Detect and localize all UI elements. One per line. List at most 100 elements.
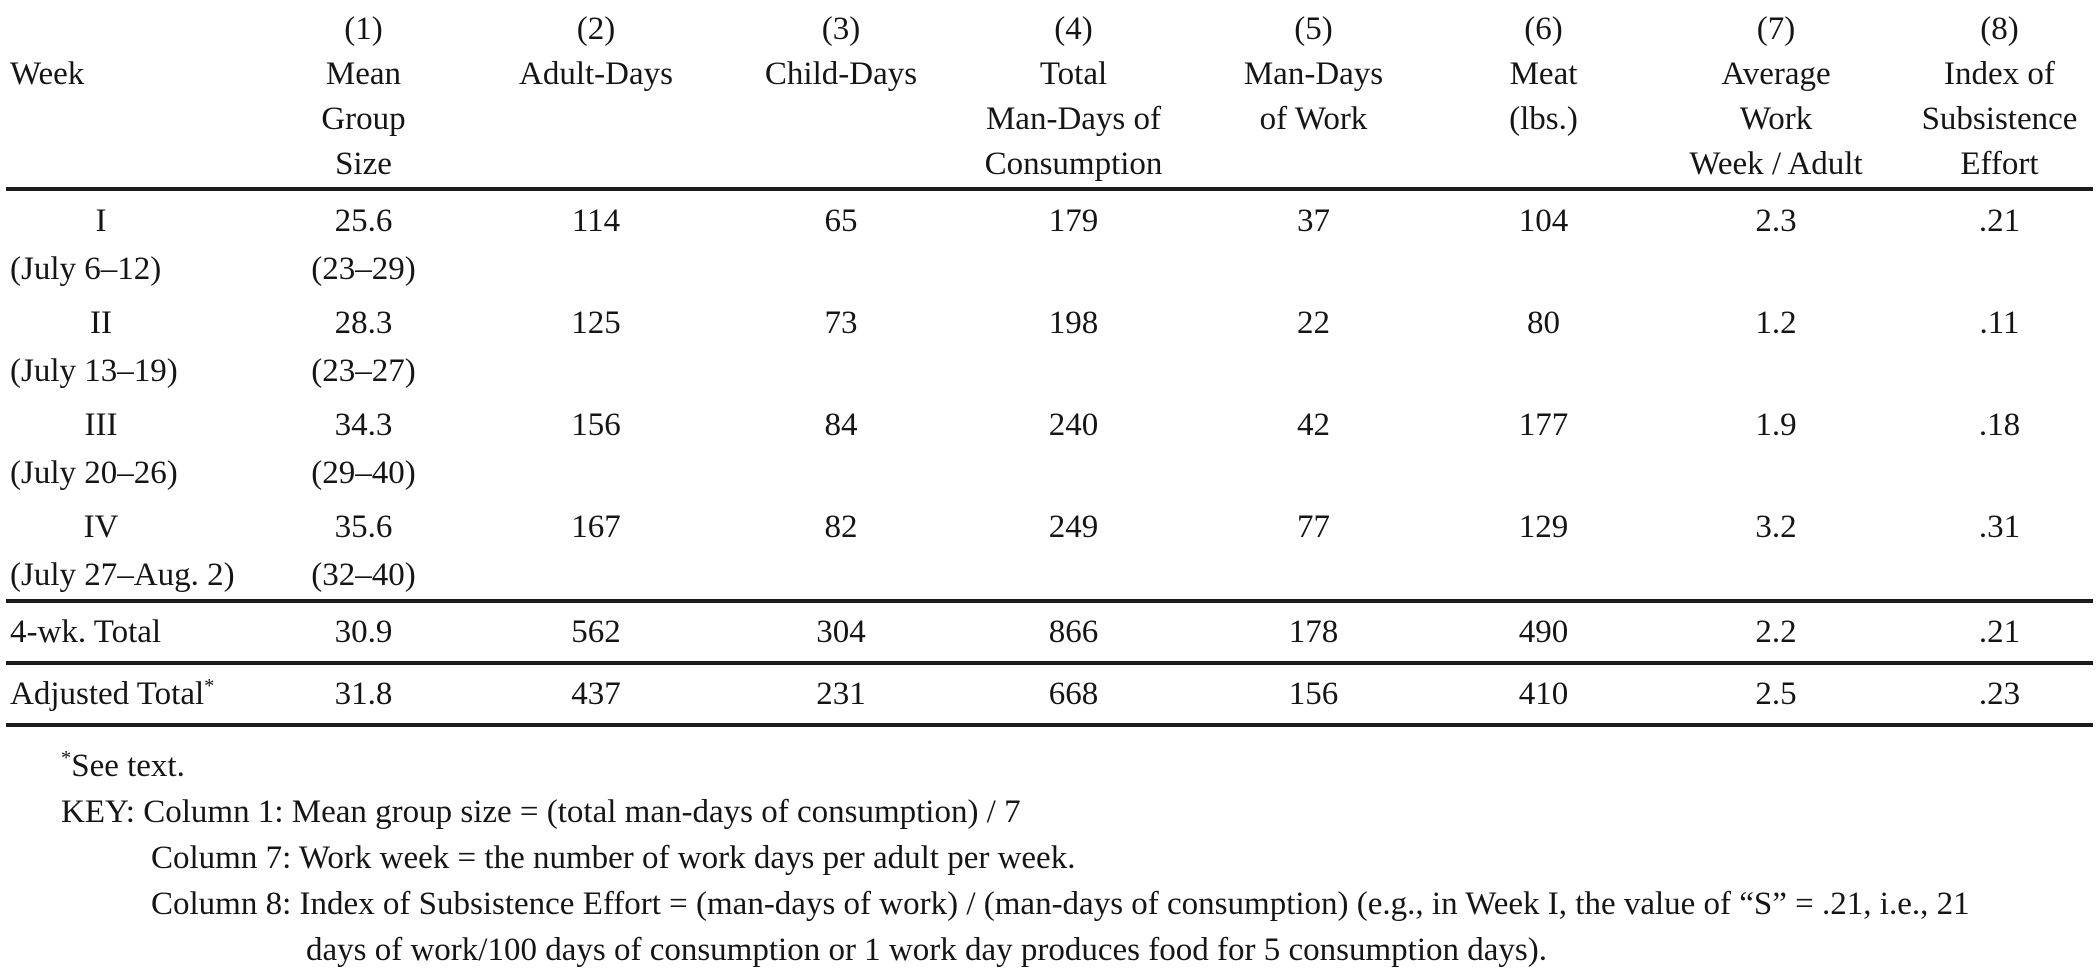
header-col-8-num: (8) — [1980, 11, 2019, 47]
header-col-6-num: (6) — [1524, 11, 1563, 47]
mean-value: 28.3 — [334, 305, 393, 341]
header-col-2-label: Adult-Days — [519, 56, 673, 92]
header-col-1-num: (1) — [344, 11, 383, 47]
cell-index: .11 — [1906, 293, 2093, 395]
consumption-value: 198 — [1048, 305, 1099, 341]
index-value: .18 — [1978, 407, 2021, 443]
cell-child-days: 82 — [721, 497, 961, 603]
cell-meat: 80 — [1441, 293, 1646, 395]
index-value: .11 — [1979, 305, 2020, 341]
consumption-value: 249 — [1048, 509, 1099, 545]
header-week-label: Week — [10, 56, 85, 92]
total-mean: 30.9 — [256, 601, 471, 665]
work-week-value: 3.2 — [1755, 509, 1797, 545]
cell-meat: 104 — [1441, 189, 1646, 293]
total-label: Adjusted Total* — [6, 663, 256, 727]
cell-meat: 177 — [1441, 395, 1646, 497]
header-col-1: (1) Mean Group Size — [256, 6, 471, 191]
total-work-week: 2.2 — [1646, 601, 1906, 665]
work-week-value: 1.2 — [1755, 305, 1797, 341]
header-col-7-num: (7) — [1756, 11, 1796, 47]
cell-index: .21 — [1906, 189, 2093, 293]
header-col-7: (7) Average Work Week / Adult — [1646, 6, 1906, 191]
table-row-week-1: I (July 6–12) 25.6 (23–29) 114 65 179 37… — [6, 189, 2093, 293]
header-col-4-label: Total Man-Days of Consumption — [984, 56, 1163, 182]
total-mean: 31.8 — [256, 663, 471, 727]
cell-work-week: 1.9 — [1646, 395, 1906, 497]
cell-index: .18 — [1906, 395, 2093, 497]
cell-meat: 129 — [1441, 497, 1646, 603]
work-value: 77 — [1297, 509, 1330, 545]
week-numeral: I — [95, 203, 107, 239]
table-row-week-4: IV (July 27–Aug. 2) 35.6 (32–40) 167 82 … — [6, 497, 2093, 603]
header-col-3-label: Child-Days — [764, 56, 918, 92]
mean-range: (23–27) — [311, 353, 416, 389]
header-col-2: (2) Adult-Days — [471, 6, 721, 191]
cell-child-days: 84 — [721, 395, 961, 497]
cell-work-week: 2.3 — [1646, 189, 1906, 293]
table-row-adjusted-total: Adjusted Total* 31.8 437 231 668 156 410… — [6, 663, 2093, 727]
header-col-4: (4) Total Man-Days of Consumption — [961, 6, 1186, 191]
work-value: 42 — [1297, 407, 1330, 443]
cell-child-days: 65 — [721, 189, 961, 293]
key-column-1: Column 1: Mean group size = (total man-d… — [143, 794, 1021, 830]
key-label: KEY: — [61, 794, 135, 830]
total-label-text: Adjusted Total — [10, 676, 205, 712]
adult-days-value: 125 — [571, 305, 621, 341]
cell-mean-group-size: 25.6 (23–29) — [256, 189, 471, 293]
total-adult-days: 562 — [471, 601, 721, 665]
work-week-value: 2.3 — [1755, 203, 1797, 239]
total-index: .21 — [1906, 601, 2093, 665]
cell-adult-days: 125 — [471, 293, 721, 395]
total-consumption: 668 — [961, 663, 1186, 727]
index-value: .31 — [1978, 509, 2021, 545]
mean-range: (29–40) — [311, 455, 416, 491]
cell-consumption: 198 — [961, 293, 1186, 395]
footnote-key-line-2: Column 7: Work week = the number of work… — [151, 840, 1076, 876]
week-numeral: IV — [83, 509, 119, 545]
footnote-key-line-4: days of work/100 days of consumption or … — [306, 932, 1547, 968]
total-index: .23 — [1906, 663, 2093, 727]
total-work-week: 2.5 — [1646, 663, 1906, 727]
total-work: 156 — [1186, 663, 1441, 727]
adult-days-value: 167 — [571, 509, 621, 545]
table-row-week-3: III (July 20–26) 34.3 (29–40) 156 84 240… — [6, 395, 2093, 497]
cell-work: 22 — [1186, 293, 1441, 395]
cell-mean-group-size: 34.3 (29–40) — [256, 395, 471, 497]
total-label: 4-wk. Total — [6, 601, 256, 665]
meat-value: 129 — [1518, 509, 1569, 545]
child-days-value: 65 — [824, 203, 858, 239]
total-work: 178 — [1186, 601, 1441, 665]
week-cell: I (July 6–12) — [6, 189, 256, 293]
total-meat: 410 — [1441, 663, 1646, 727]
header-week: Week — [6, 6, 256, 191]
week-numeral: II — [90, 305, 112, 341]
work-value: 22 — [1297, 305, 1330, 341]
header-col-5-label: Man-Days of Work — [1243, 56, 1384, 137]
week-dates: (July 20–26) — [10, 455, 178, 491]
header-col-3-num: (3) — [821, 11, 861, 47]
cell-work: 42 — [1186, 395, 1441, 497]
cell-work-week: 1.2 — [1646, 293, 1906, 395]
header-col-2-num: (2) — [576, 11, 616, 47]
total-child-days: 231 — [721, 663, 961, 727]
total-meat: 490 — [1441, 601, 1646, 665]
header-col-6: (6) Meat (lbs.) — [1441, 6, 1646, 191]
meat-value: 104 — [1518, 203, 1569, 239]
week-cell: III (July 20–26) — [6, 395, 256, 497]
cell-index: .31 — [1906, 497, 2093, 603]
meat-value: 177 — [1518, 407, 1569, 443]
footnote-key-line-3: Column 8: Index of Subsistence Effort = … — [151, 886, 1970, 922]
header-col-5-num: (5) — [1294, 11, 1333, 47]
header-col-8: (8) Index of Subsistence Effort — [1906, 6, 2093, 191]
header-col-6-label: Meat (lbs.) — [1509, 56, 1578, 137]
consumption-value: 179 — [1048, 203, 1099, 239]
header-week-num — [6, 6, 256, 52]
mean-value: 35.6 — [334, 509, 393, 545]
consumption-value: 240 — [1048, 407, 1099, 443]
footnotes: *See text. KEY: Column 1: Mean group siz… — [6, 743, 2093, 973]
total-label-sup: * — [204, 675, 215, 697]
child-days-value: 82 — [824, 509, 858, 545]
table-row-week-2: II (July 13–19) 28.3 (23–27) 125 73 198 … — [6, 293, 2093, 395]
